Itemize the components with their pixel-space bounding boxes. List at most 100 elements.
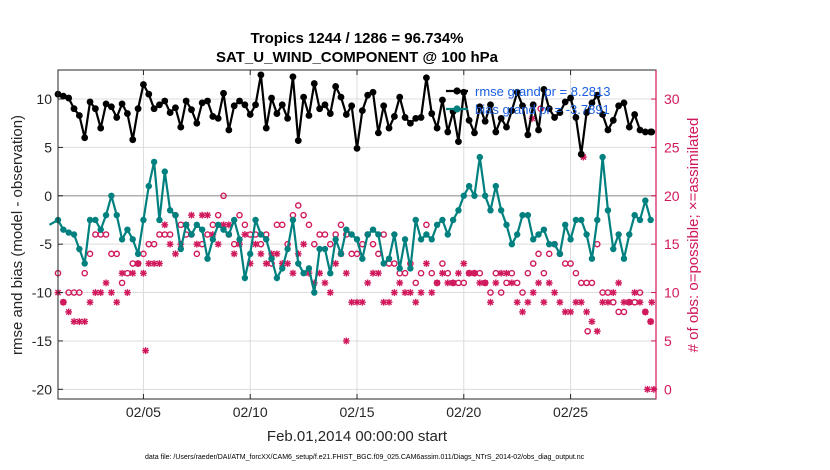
bias-point <box>279 265 286 272</box>
bias-point <box>594 216 601 224</box>
bias-point <box>230 216 238 224</box>
rmse-point <box>497 114 505 122</box>
obs-possible-point <box>588 279 596 287</box>
rmse-point <box>91 105 99 113</box>
obs-assimilated-point <box>540 298 548 306</box>
obs-possible-point <box>113 250 121 258</box>
obs-assimilated-point <box>641 308 649 316</box>
obs-assimilated-stroke <box>327 289 334 296</box>
obs-assimilated-point <box>535 279 542 287</box>
obs-assimilated-stroke <box>103 279 110 286</box>
obs-assimilated-point <box>390 289 398 296</box>
bias-point <box>647 216 654 224</box>
obs-possible-point <box>348 250 355 258</box>
rmse-point <box>460 88 468 96</box>
rmse-point <box>326 110 334 117</box>
legend-rmse-marker <box>453 87 461 95</box>
rmse-point <box>166 109 174 116</box>
obs-assimilated-stroke <box>215 241 222 248</box>
obs-assimilated-stroke <box>359 299 366 306</box>
bias-point <box>412 216 419 224</box>
rmse-point <box>107 103 115 111</box>
obs-assimilated-point <box>166 240 174 248</box>
bias-point <box>546 240 553 248</box>
obs-assimilated-point <box>332 260 340 267</box>
obs-possible-point <box>241 221 249 229</box>
x-tick-label: 02/10 <box>233 404 268 420</box>
obs-assimilated-stroke <box>450 279 457 286</box>
bias-point <box>220 226 227 233</box>
rmse-point <box>198 99 206 107</box>
obs-possible-point <box>577 279 585 287</box>
obs-assimilated-point <box>124 289 131 296</box>
obs-possible-point <box>124 269 131 277</box>
rmse-point <box>636 126 644 134</box>
obs-assimilated-stroke <box>385 299 393 306</box>
rmse-point <box>593 91 601 99</box>
obs-assimilated-stroke <box>642 308 649 315</box>
obs-possible-point <box>102 231 110 238</box>
rmse-point <box>471 129 478 137</box>
legend-bias-label: bias grand pr = -3.7891 <box>475 102 610 117</box>
bias-point <box>81 260 88 267</box>
bias-point <box>529 236 537 243</box>
obs-assimilated-stroke <box>119 270 126 277</box>
rmse-point <box>551 114 558 121</box>
rmse-point <box>529 101 537 109</box>
bias-point <box>540 226 548 233</box>
bias-series-line <box>48 155 652 294</box>
rmse-point <box>599 111 607 118</box>
bias-point <box>433 221 441 229</box>
obs-assimilated-stroke <box>567 308 574 315</box>
obs-assimilated-point <box>497 269 505 277</box>
obs-assimilated-stroke <box>108 289 115 296</box>
obs-assimilated-stroke <box>535 279 542 286</box>
obs-assimilated-stroke <box>92 289 99 296</box>
obs-assimilated-stroke <box>151 260 158 267</box>
obs-assimilated-point <box>406 289 414 296</box>
obs-assimilated-stroke <box>466 270 473 277</box>
rmse-point <box>487 101 494 109</box>
rmse-point <box>177 123 185 131</box>
y-right-tick-label: 10 <box>664 285 680 301</box>
bias-point <box>140 216 147 224</box>
obs-assimilated-stroke <box>407 289 414 296</box>
obs-assimilated-stroke <box>647 318 654 325</box>
rmse-point <box>140 81 147 88</box>
rmse-point <box>417 114 425 121</box>
bias-point <box>460 192 467 199</box>
bias-point <box>348 231 355 238</box>
obs-assimilated-point <box>380 298 388 306</box>
footer-data-file: data file: /Users/raeder/DAI/ATM_forcXX/… <box>145 454 585 461</box>
grid-lines <box>58 70 656 399</box>
obs-assimilated-stroke <box>145 260 152 267</box>
obs-assimilated-point <box>465 269 473 277</box>
y-axis-label-left: rmse and bias (model - observation) <box>9 115 26 355</box>
obs-assimilated-point <box>364 279 372 287</box>
bias-point <box>92 216 99 224</box>
y-left-tick-label: 5 <box>44 139 52 155</box>
obs-assimilated-point <box>412 298 420 306</box>
rmse-point <box>316 105 324 113</box>
bias-point <box>316 245 323 253</box>
rmse-point <box>188 106 195 114</box>
y-left-tick-label: -20 <box>32 381 52 397</box>
obs-assimilated-stroke <box>156 260 163 267</box>
obs-possible-point <box>444 269 452 277</box>
obs-assimilated-stroke <box>580 154 587 161</box>
bias-point <box>332 236 339 243</box>
obs-assimilated-point <box>65 308 73 316</box>
obs-assimilated-point <box>401 289 409 296</box>
obs-assimilated-point <box>545 279 553 287</box>
y-right-tick-label: 15 <box>664 236 680 252</box>
obs-possible-point <box>380 231 387 238</box>
bias-point <box>524 211 532 219</box>
obs-assimilated-stroke <box>289 270 296 277</box>
obs-possible-point <box>513 279 521 287</box>
rmse-point <box>567 94 574 102</box>
legend-bias-marker <box>453 105 461 113</box>
obs-possible-point <box>86 250 94 258</box>
rmse-point <box>97 124 105 132</box>
obs-possible-point <box>166 231 174 238</box>
rmse-point <box>284 114 291 122</box>
